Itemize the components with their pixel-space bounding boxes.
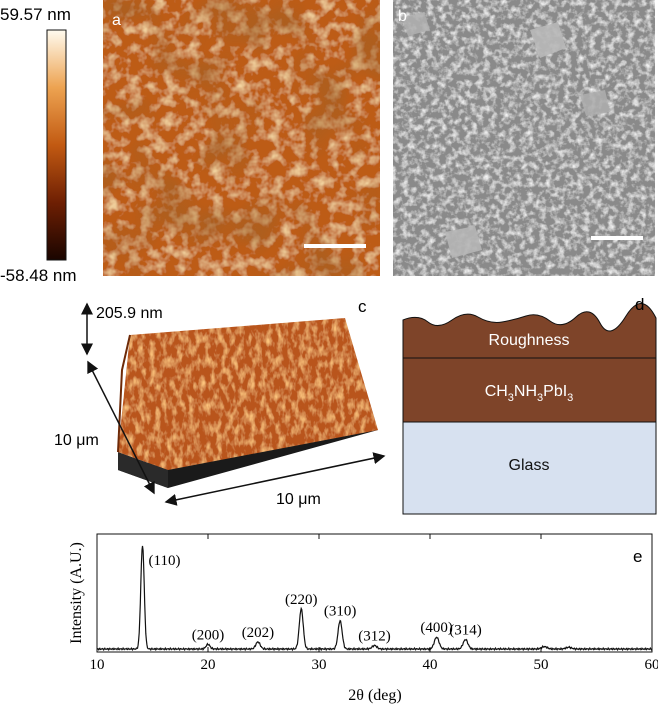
xrd-line bbox=[96, 545, 653, 652]
peak-label: (202) bbox=[242, 625, 275, 641]
scale-bar-b bbox=[591, 236, 643, 240]
panel-e-letter: e bbox=[633, 547, 642, 566]
glass-layer bbox=[402, 421, 657, 515]
x-tick-label: 60 bbox=[645, 657, 658, 673]
side-arrow bbox=[87, 360, 155, 495]
panel-d: Roughness CH3NH3PbI3 Glass d bbox=[402, 295, 657, 515]
scale-bar-a bbox=[304, 244, 366, 248]
peak-label: (314) bbox=[449, 623, 482, 639]
peak-label: (310) bbox=[324, 604, 357, 620]
panel-c-letter: c bbox=[358, 297, 367, 316]
roughness-layer bbox=[402, 303, 657, 359]
perovskite-layer bbox=[402, 357, 657, 423]
peak-label: (312) bbox=[358, 628, 391, 644]
panel-c: 205.9 nm 10 μm 10 μm c bbox=[54, 297, 386, 508]
height-label: 205.9 nm bbox=[96, 305, 163, 322]
colorbar bbox=[46, 29, 67, 261]
x-axis-label: 2θ (deg) bbox=[348, 687, 401, 704]
peak-label: (220) bbox=[285, 592, 318, 608]
colorbar-min-label: -58.48 nm bbox=[0, 266, 77, 285]
perovskite-label: CH3NH3PbI3 bbox=[485, 383, 574, 404]
side-label: 10 μm bbox=[54, 432, 99, 449]
bottom-label: 10 μm bbox=[276, 491, 321, 508]
plot-frame bbox=[96, 533, 653, 653]
sem-image bbox=[393, 0, 655, 276]
panel-a-letter: a bbox=[112, 12, 121, 29]
roughness-label: Roughness bbox=[489, 332, 570, 349]
glass-label: Glass bbox=[509, 457, 550, 474]
panel-b: b bbox=[393, 0, 655, 276]
x-tick-label: 10 bbox=[90, 657, 105, 673]
x-tick-label: 30 bbox=[312, 657, 327, 673]
afm-3d-surface bbox=[117, 318, 378, 488]
bottom-arrow bbox=[164, 452, 386, 506]
x-tick-label: 20 bbox=[201, 657, 216, 673]
panel-b-letter: b bbox=[398, 8, 407, 25]
peak-label: (400) bbox=[420, 620, 453, 636]
y-axis-label: Intensity (A.U.) bbox=[68, 542, 85, 644]
xrd-chart: 10 20 30 40 50 60 (110)(200) (202)(220)(310)(3… bbox=[68, 533, 658, 704]
colorbar-max-label: 59.57 nm bbox=[0, 5, 71, 24]
peak-label: (200) bbox=[192, 627, 225, 643]
afm-image bbox=[103, 0, 380, 276]
x-tick-label: 40 bbox=[423, 657, 438, 673]
x-tick-label: 50 bbox=[534, 657, 549, 673]
peak-label: (110) bbox=[149, 553, 181, 569]
panel-d-letter: d bbox=[635, 295, 644, 314]
panel-a: 59.57 nm -58.48 nm a bbox=[0, 0, 380, 285]
